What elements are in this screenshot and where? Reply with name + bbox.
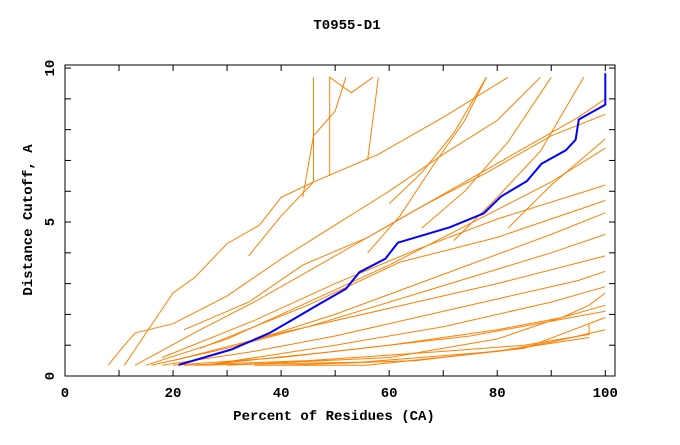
highlight-series-group <box>178 73 607 366</box>
model-line-7 <box>173 292 606 366</box>
model-line-18 <box>388 77 487 204</box>
x-axis-label: Percent of Residues (CA) <box>233 409 435 425</box>
x-tick-label: 0 <box>61 386 69 402</box>
model-line-22 <box>367 77 487 254</box>
model-line-1 <box>107 76 541 366</box>
model-line-19 <box>421 77 552 229</box>
model-line-24 <box>216 310 606 365</box>
highlight-model-line <box>178 73 607 366</box>
model-line-26 <box>237 212 606 346</box>
x-tick-label: 100 <box>593 386 618 402</box>
model-line-15 <box>302 77 347 198</box>
x-tick-label: 20 <box>165 386 182 402</box>
x-tick-labels: 0 20 40 60 80 100 <box>61 386 618 402</box>
other-series-group <box>107 76 606 366</box>
model-line-8 <box>183 323 590 366</box>
x-tick-label: 80 <box>489 386 506 402</box>
chart-title: T0955-D1 <box>313 18 380 34</box>
model-line-25 <box>281 337 590 366</box>
y-tick-labels: 0 5 10 <box>43 60 59 381</box>
model-line-23 <box>205 286 606 366</box>
y-tick-label: 5 <box>43 218 59 226</box>
model-line-28 <box>248 76 509 257</box>
plot-frame <box>64 64 616 377</box>
model-line-12 <box>172 255 606 362</box>
model-line-13 <box>162 184 606 358</box>
model-line-21 <box>507 138 606 229</box>
model-line-20 <box>453 77 585 241</box>
model-line-2 <box>123 77 314 366</box>
model-line-10 <box>227 304 606 366</box>
model-line-17 <box>367 77 379 161</box>
axis-ticks <box>65 65 615 376</box>
y-tick-label: 0 <box>43 372 59 380</box>
y-axis-label: Distance Cutoff, A <box>21 144 37 296</box>
y-tick-label: 10 <box>43 60 59 77</box>
x-tick-label: 40 <box>273 386 290 402</box>
model-line-5 <box>151 233 606 366</box>
x-tick-label: 60 <box>381 386 398 402</box>
model-line-6 <box>162 270 606 366</box>
model-line-27 <box>199 200 606 349</box>
model-line-16 <box>329 76 374 176</box>
